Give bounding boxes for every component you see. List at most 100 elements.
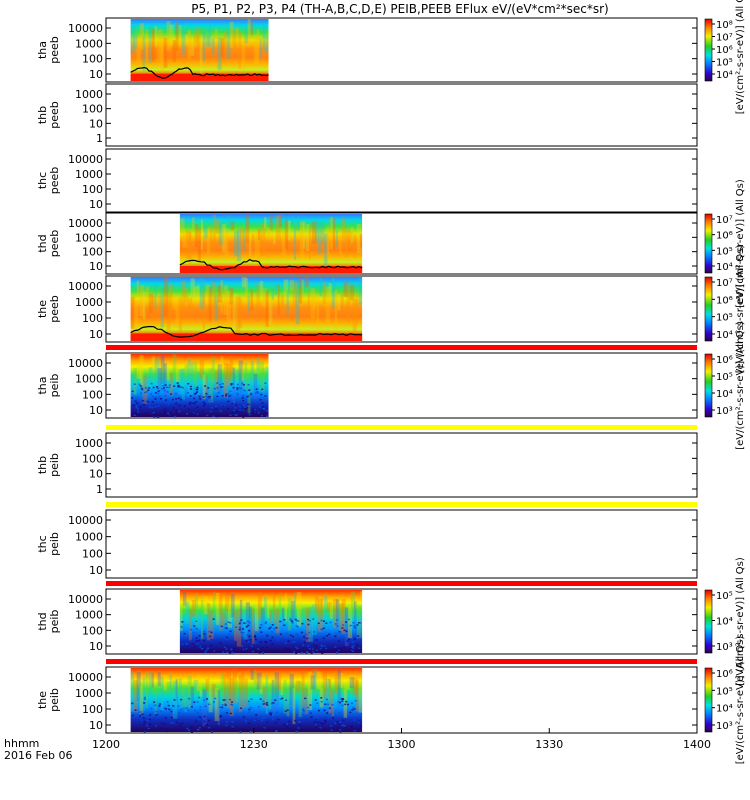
colorbar-thd-peib: 10⁵ 10⁴ 10³ [eV/(cm²-s-sr-eV)] (All Qs): [704, 557, 746, 686]
xtick-label: 1230: [240, 738, 268, 751]
ytick-label: 1: [96, 132, 103, 145]
panel-frame-the-peeb: [105, 275, 698, 343]
colorbar-label-thd-peib: [eV/(cm²-s-sr-eV)] (All Qs): [735, 557, 746, 686]
ytick-label: 100: [82, 246, 103, 259]
ytick-label: 10000: [68, 280, 103, 293]
ytick-label: 10: [89, 719, 103, 732]
colorbar-tick-label: 10⁸: [716, 20, 733, 31]
xtick-label: 1400: [683, 738, 711, 751]
ytick-label: 1: [96, 483, 103, 496]
colorbar-tick-label: 10⁴: [716, 262, 733, 273]
colorbar-tick-label: 10⁷: [716, 215, 733, 226]
panel-frame-thb-peib: [105, 432, 698, 498]
colorbar-tick-label: 10⁵: [716, 591, 733, 602]
x-corner-label: hhmm: [4, 737, 39, 750]
panel-thb-peib: 1000 100 10 1 thbpeib: [36, 432, 698, 498]
panel-label-thd-peib: thdpeib: [36, 610, 61, 634]
ytick-label: 1000: [75, 373, 103, 386]
panel-frame-tha-peeb: [105, 17, 698, 83]
colorbar-tick-label: 10⁵: [716, 372, 733, 383]
figure-title: P5, P1, P2, P3, P4 (TH-A,B,C,D,E) PEIB,P…: [191, 2, 608, 16]
spectrogram-the-peeb: [130, 277, 363, 341]
ytick-label: 100: [82, 452, 103, 465]
ytick-label: 1000: [75, 37, 103, 50]
ytick-label: 10: [89, 260, 103, 273]
colorbar-tick-label: 10⁵: [716, 246, 733, 257]
ytick-label: 10000: [68, 593, 103, 606]
colorbar-tick-label: 10⁶: [716, 669, 733, 680]
colorbar-tick-label: 10⁵: [716, 58, 733, 69]
colorbar-tick-label: 10⁴: [716, 70, 733, 81]
ytick-label: 1000: [75, 296, 103, 309]
ytick-label: 100: [82, 624, 103, 637]
panel-frame-thb-peeb: [105, 83, 698, 147]
ytick-label: 10000: [68, 671, 103, 684]
ytick-label: 10: [89, 117, 103, 130]
xtick-label: 1200: [92, 738, 120, 751]
colorbar-tick-label: 10⁶: [716, 45, 733, 56]
colorbar-label-the-peib: [eV/(cm²-s-sr-eV)] (All Qs): [735, 636, 746, 765]
panel-label-tha-peib: thapeib: [36, 374, 61, 398]
colorbar-label-the-peeb: [eV/(cm²-s-sr-eV)] (All Qs): [735, 245, 746, 374]
panel-label-tha-peeb: thapeeb: [36, 36, 61, 64]
panel-frame-thc-peeb: [105, 148, 698, 213]
ytick-label: 100: [82, 312, 103, 325]
ytick-label: 10: [89, 640, 103, 653]
colorbar-tha-peib: 10⁶ 10⁵ 10⁴ 10³ [eV/(cm²-s-sr-eV)] (All Qs): [704, 321, 746, 450]
spectrogram-the-peib: [130, 668, 363, 734]
ytick-label: 10000: [68, 357, 103, 370]
colorbar-label-thd-peeb: [eV/(cm²-s-sr-eV)] (All Qs): [735, 179, 746, 308]
panel-label-thc-peib: thcpeib: [36, 532, 61, 556]
ytick-label: 10000: [68, 153, 103, 166]
ytick-label: 1000: [75, 609, 103, 622]
ytick-label: 1000: [75, 231, 103, 244]
spectrogram-thd-peib: [179, 590, 363, 654]
colorbar-label-tha-peib: [eV/(cm²-s-sr-eV)] (All Qs): [735, 321, 746, 450]
panel-label-the-peeb: thepeeb: [36, 295, 61, 323]
panel-frame-thd-peeb: [105, 212, 698, 275]
potential-trace-the-peeb: [130, 325, 363, 338]
panel-frame-thd-peib: [105, 588, 698, 655]
colorbar-the-peeb: 10⁷ 10⁶ 10⁵ 10⁴ [eV/(cm²-s-sr-eV)] (All Qs): [704, 245, 746, 374]
ytick-label: 10: [89, 564, 103, 577]
colorbar-tick-label: 10⁴: [716, 704, 733, 715]
panel-label-thc-peeb: thcpeeb: [36, 167, 61, 195]
colorbar-tick-label: 10⁴: [716, 389, 733, 400]
panel-label-thd-peeb: thdpeeb: [36, 230, 61, 258]
xtick-label: 1330: [535, 738, 563, 751]
colorbar-tick-label: 10⁷: [716, 33, 733, 44]
panel-label-thb-peib: thbpeib: [36, 453, 61, 477]
colorbar-tick-label: 10³: [716, 721, 733, 732]
ytick-label: 10: [89, 198, 103, 211]
colorbar-tick-label: 10⁴: [716, 617, 733, 628]
status-bar-thd-peib: [106, 659, 697, 664]
colorbar-tick-label: 10⁶: [716, 355, 733, 366]
ytick-label: 100: [82, 703, 103, 716]
panel-label-the-peib: thepeib: [36, 688, 61, 712]
ytick-label: 10: [89, 68, 103, 81]
panel-thd-peib: 10000 1000 100 10 thdpeib 10⁵ 10⁴ 10³ [eV/(cm²-s…: [36, 557, 746, 686]
panel-thc-peeb: 10000 1000 100 10 thcpeeb: [36, 148, 698, 213]
colorbar-tick-label: 10⁴: [716, 330, 733, 341]
ytick-label: 100: [82, 183, 103, 196]
ytick-label: 1000: [75, 437, 103, 450]
colorbar-tick-label: 10⁶: [716, 231, 733, 242]
ytick-label: 10: [89, 468, 103, 481]
spectrogram-thd-peeb: [179, 214, 363, 273]
colorbar-tick-label: 10³: [716, 642, 733, 653]
ytick-label: 100: [82, 388, 103, 401]
status-bar-the-peeb: [106, 345, 697, 350]
colorbar-tick-label: 10³: [716, 406, 733, 417]
ytick-label: 1000: [75, 687, 103, 700]
panel-frame-thc-peib: [105, 509, 698, 579]
ytick-label: 1000: [75, 168, 103, 181]
spectrogram-tha-peib: [130, 354, 269, 419]
ytick-label: 1000: [75, 88, 103, 101]
spectrogram-tha-peeb: [130, 19, 269, 81]
colorbar-tick-label: 10⁵: [716, 686, 733, 697]
panel-label-thb-peeb: thbpeeb: [36, 101, 61, 129]
